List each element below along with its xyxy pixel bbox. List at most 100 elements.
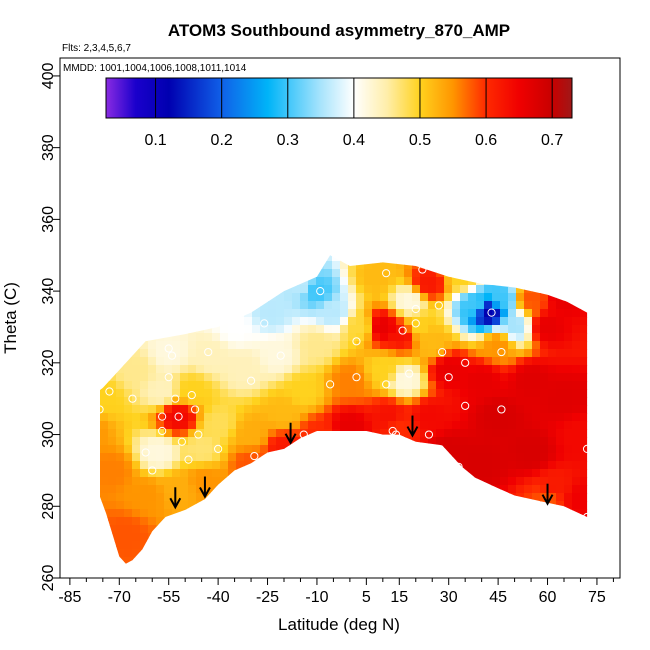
heatmap-cell: [324, 437, 333, 446]
heatmap-cell: [180, 501, 189, 510]
heatmap-cell: [228, 255, 237, 262]
heatmap-cell: [436, 533, 445, 542]
heatmap-cell: [580, 509, 588, 518]
heatmap-cell: [204, 397, 213, 406]
heatmap-cell: [228, 261, 237, 270]
heatmap-cell: [508, 413, 517, 422]
heatmap-cell: [140, 373, 149, 382]
heatmap-cell: [244, 445, 253, 454]
heatmap-cell: [444, 245, 453, 254]
heatmap-cell: [196, 349, 205, 358]
heatmap-cell: [196, 525, 205, 534]
heatmap-cell: [196, 413, 205, 422]
heatmap-cell: [564, 485, 573, 494]
heatmap-cell: [572, 525, 581, 534]
heatmap-cell: [372, 317, 381, 326]
heatmap-cell: [156, 389, 165, 398]
heatmap-cell: [172, 525, 181, 534]
heatmap-cell: [268, 397, 277, 406]
heatmap-cell: [492, 317, 501, 326]
tropopause-arrow: [199, 476, 211, 499]
heatmap-cell: [492, 405, 501, 414]
heatmap-cell: [172, 277, 181, 286]
heatmap-cell: [260, 261, 269, 270]
heatmap-cell: [540, 255, 549, 262]
heatmap-cell: [228, 421, 237, 430]
heatmap-cell: [468, 269, 477, 278]
heatmap-cell: [436, 557, 445, 564]
heatmap-cell: [148, 349, 157, 358]
heatmap-cell: [148, 333, 157, 342]
heatmap-cell: [380, 517, 389, 526]
x-tick-label: -85: [58, 589, 81, 606]
x-tick-label: -40: [207, 589, 230, 606]
heatmap-cell: [444, 477, 453, 486]
heatmap-cell: [212, 349, 221, 358]
heatmap-cell: [180, 333, 189, 342]
heatmap-cell: [500, 429, 509, 438]
heatmap-cell: [372, 301, 381, 310]
heatmap-cell: [268, 525, 277, 534]
heatmap-cell: [548, 357, 557, 366]
heatmap-cell: [340, 365, 349, 374]
heatmap-cell: [412, 245, 421, 254]
heatmap-cell: [492, 501, 501, 510]
heatmap-cell: [420, 333, 429, 342]
heatmap-cell: [316, 389, 325, 398]
heatmap-cell: [580, 349, 588, 358]
sample-point: [253, 466, 262, 475]
heatmap-cell: [100, 373, 109, 382]
heatmap-cell: [452, 477, 461, 486]
heatmap-cell: [156, 445, 165, 454]
heatmap-cell: [148, 485, 157, 494]
heatmap-cell: [260, 397, 269, 406]
heatmap-cell: [548, 349, 557, 358]
heatmap-cell: [212, 269, 221, 278]
heatmap-cell: [148, 373, 157, 382]
heatmap-cell: [556, 445, 565, 454]
heatmap-cell: [460, 269, 469, 278]
heatmap-cell: [164, 429, 173, 438]
heatmap-cell: [292, 453, 301, 462]
heatmap-cell: [556, 509, 565, 518]
heatmap-cell: [444, 469, 453, 478]
heatmap-cell: [316, 309, 325, 318]
heatmap-cell: [108, 477, 117, 486]
heatmap-cell: [116, 269, 125, 278]
heatmap-cell: [372, 565, 381, 574]
heatmap-cell: [420, 381, 429, 390]
heatmap-cell: [564, 517, 573, 526]
heatmap-cell: [228, 445, 237, 454]
heatmap-cell: [340, 421, 349, 430]
heatmap-cell: [244, 413, 253, 422]
heatmap-cell: [476, 301, 485, 310]
heatmap-cell: [332, 445, 341, 454]
heatmap-cell: [380, 445, 389, 454]
heatmap-cell: [436, 485, 445, 494]
heatmap-cell: [364, 317, 373, 326]
heatmap-cell: [148, 357, 157, 366]
heatmap-cell: [300, 357, 309, 366]
sample-point: [105, 387, 114, 396]
heatmap-cell: [116, 573, 125, 582]
heatmap-cell: [148, 437, 157, 446]
heatmap-cell: [556, 285, 565, 294]
heatmap-cell: [340, 525, 349, 534]
heatmap-cell: [276, 517, 285, 526]
heatmap-cell: [252, 285, 261, 294]
heatmap-cell: [572, 445, 581, 454]
heatmap-cell: [356, 453, 365, 462]
heatmap-cell: [428, 357, 437, 366]
heatmap-cell: [580, 269, 588, 278]
heatmap-cell: [580, 285, 588, 294]
heatmap-cell: [276, 493, 285, 502]
heatmap-cell: [460, 245, 469, 254]
sample-point: [582, 512, 592, 522]
heatmap-cell: [428, 255, 437, 262]
heatmap-cell: [492, 269, 501, 278]
heatmap-cell: [436, 477, 445, 486]
heatmap-cell: [108, 397, 117, 406]
heatmap-cell: [372, 309, 381, 318]
heatmap-cell: [180, 453, 189, 462]
heatmap-cell: [308, 381, 317, 390]
